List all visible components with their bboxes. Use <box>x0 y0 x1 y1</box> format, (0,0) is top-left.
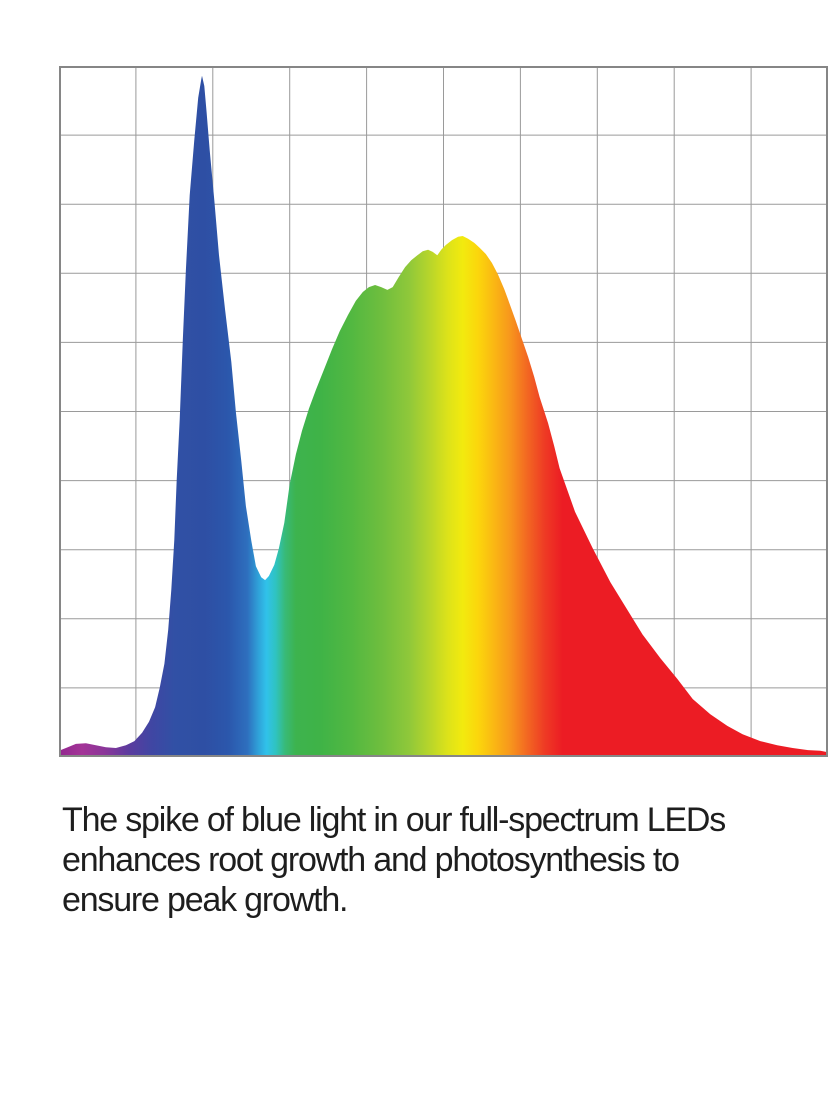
caption-line-1: The spike of blue light in our full-spec… <box>62 801 726 839</box>
spectrum-chart <box>59 66 828 757</box>
caption-line-3: ensure peak growth. <box>62 881 348 919</box>
chart-border <box>59 66 828 757</box>
spectrum-area <box>59 75 828 757</box>
caption-line-2: enhances root growth and photosynthesis … <box>62 841 680 879</box>
caption: The spike of blue light in our full-spec… <box>62 800 802 920</box>
spectrum-chart-svg <box>59 66 828 757</box>
